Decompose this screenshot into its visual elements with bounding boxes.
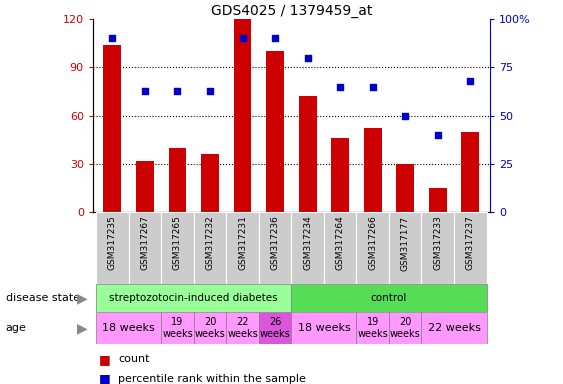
Point xyxy=(336,84,345,90)
Bar xyxy=(226,212,259,284)
Point xyxy=(205,88,215,94)
Text: percentile rank within the sample: percentile rank within the sample xyxy=(118,374,306,384)
Bar xyxy=(356,312,389,344)
Bar xyxy=(194,212,226,284)
Bar xyxy=(299,96,316,212)
Point xyxy=(401,113,410,119)
Point xyxy=(140,88,149,94)
Text: 22
weeks: 22 weeks xyxy=(227,317,258,339)
Bar xyxy=(422,312,486,344)
Text: 19
weeks: 19 weeks xyxy=(358,317,388,339)
Text: disease state: disease state xyxy=(6,293,80,303)
Text: GSM317231: GSM317231 xyxy=(238,215,247,270)
Text: 18 weeks: 18 weeks xyxy=(297,323,350,333)
Text: 18 weeks: 18 weeks xyxy=(102,323,155,333)
Text: ■: ■ xyxy=(99,353,110,366)
Bar xyxy=(356,212,389,284)
Text: control: control xyxy=(371,293,407,303)
Text: 20
weeks: 20 weeks xyxy=(390,317,421,339)
Text: streptozotocin-induced diabetes: streptozotocin-induced diabetes xyxy=(109,293,278,303)
Bar xyxy=(461,132,479,212)
Text: ▶: ▶ xyxy=(77,321,87,335)
Bar xyxy=(259,312,292,344)
Bar xyxy=(324,212,356,284)
Text: GSM317235: GSM317235 xyxy=(108,215,117,270)
Bar xyxy=(364,129,382,212)
Point xyxy=(271,35,280,41)
Bar xyxy=(429,188,446,212)
Text: count: count xyxy=(118,354,150,364)
Bar xyxy=(259,212,292,284)
Bar xyxy=(389,212,422,284)
Bar xyxy=(422,212,454,284)
Bar xyxy=(234,19,252,212)
Text: GSM317266: GSM317266 xyxy=(368,215,377,270)
Point xyxy=(466,78,475,84)
Bar xyxy=(96,284,292,312)
Bar xyxy=(454,212,486,284)
Text: GSM317232: GSM317232 xyxy=(205,215,215,270)
Bar xyxy=(96,312,161,344)
Text: 20
weeks: 20 weeks xyxy=(195,317,225,339)
Bar xyxy=(129,212,161,284)
Point xyxy=(238,35,247,41)
Text: GSM317233: GSM317233 xyxy=(434,215,443,270)
Text: ■: ■ xyxy=(99,372,110,384)
Point xyxy=(434,132,443,138)
Text: age: age xyxy=(6,323,26,333)
Bar xyxy=(168,148,186,212)
Bar xyxy=(292,212,324,284)
Bar xyxy=(161,212,194,284)
Bar xyxy=(104,45,122,212)
Bar xyxy=(389,312,422,344)
Bar xyxy=(194,312,226,344)
Text: GSM317236: GSM317236 xyxy=(271,215,280,270)
Bar xyxy=(226,312,259,344)
Point xyxy=(173,88,182,94)
Text: GSM317264: GSM317264 xyxy=(336,215,345,270)
Bar xyxy=(292,312,356,344)
Text: ▶: ▶ xyxy=(77,291,87,305)
Bar xyxy=(201,154,219,212)
Text: GSM317177: GSM317177 xyxy=(401,215,410,271)
Bar xyxy=(161,312,194,344)
Text: 26
weeks: 26 weeks xyxy=(260,317,291,339)
Text: GSM317267: GSM317267 xyxy=(140,215,149,270)
Text: 22 weeks: 22 weeks xyxy=(427,323,480,333)
Bar xyxy=(331,138,349,212)
Point xyxy=(368,84,377,90)
Bar xyxy=(136,161,154,212)
Title: GDS4025 / 1379459_at: GDS4025 / 1379459_at xyxy=(211,4,372,18)
Text: GSM317234: GSM317234 xyxy=(303,215,312,270)
Text: GSM317237: GSM317237 xyxy=(466,215,475,270)
Bar xyxy=(96,212,129,284)
Point xyxy=(108,35,117,41)
Text: 19
weeks: 19 weeks xyxy=(162,317,193,339)
Text: GSM317265: GSM317265 xyxy=(173,215,182,270)
Bar xyxy=(266,51,284,212)
Bar xyxy=(396,164,414,212)
Bar xyxy=(292,284,486,312)
Point xyxy=(303,55,312,61)
